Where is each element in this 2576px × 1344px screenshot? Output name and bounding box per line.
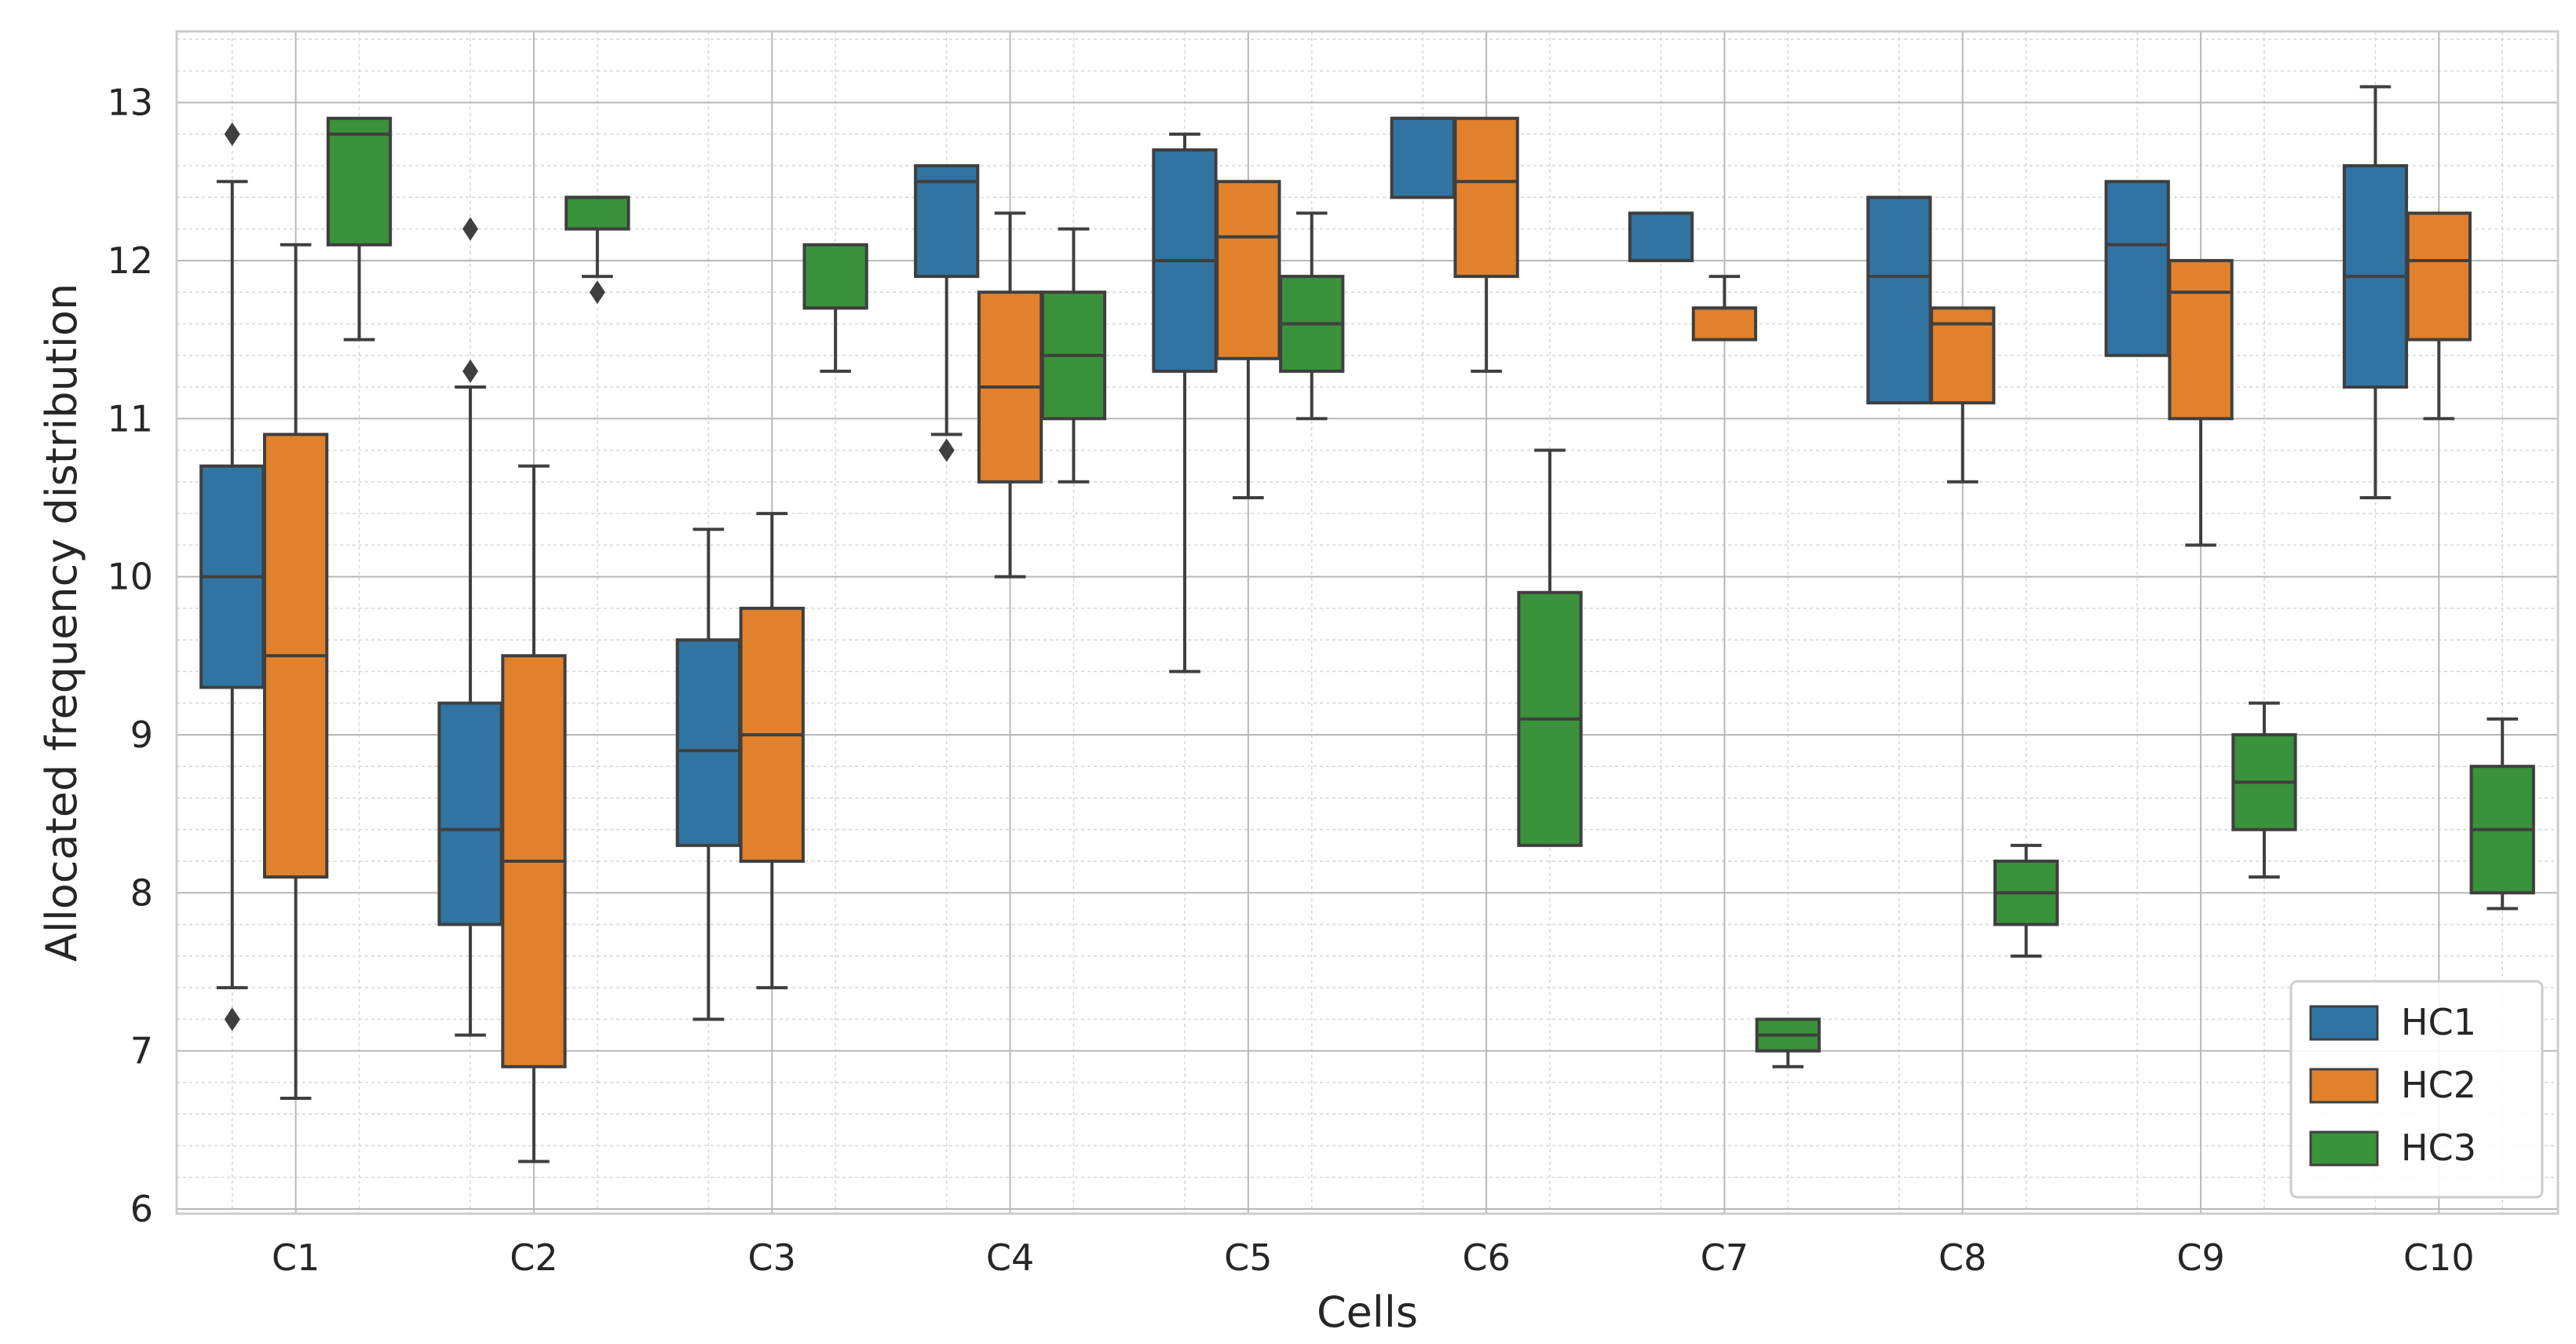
box-body <box>565 195 630 231</box>
box-body <box>437 701 503 926</box>
box-HC3-C6 <box>1517 448 1583 847</box>
legend-label-HC1: HC1 <box>2401 1001 2476 1043</box>
x-tick-label: C4 <box>986 1236 1034 1279</box>
box-body <box>1691 306 1758 341</box>
legend-label-HC3: HC3 <box>2401 1127 2476 1169</box>
box-HC3-C3 <box>802 243 868 373</box>
box-body <box>326 116 393 247</box>
x-tick-label: C5 <box>1224 1236 1272 1279</box>
box-HC1-C4 <box>914 164 980 462</box>
box-HC1-C10 <box>2342 85 2409 499</box>
outlier-point <box>224 122 240 146</box>
box-body <box>1866 195 1932 405</box>
box-HC3-C7 <box>1755 1017 1821 1068</box>
y-tick-label: 9 <box>130 714 153 756</box>
outlier-point <box>589 280 605 305</box>
box-HC1-C5 <box>1152 132 1218 674</box>
y-tick-label: 10 <box>107 556 153 598</box>
box-HC3-C2 <box>565 195 630 305</box>
box-HC2-C3 <box>739 512 805 990</box>
box-HC1-C1 <box>199 122 265 1032</box>
box-body <box>1453 116 1519 279</box>
x-tick-label: C10 <box>2403 1236 2475 1279</box>
box-HC2-C4 <box>977 211 1043 579</box>
box-HC2-C9 <box>2168 258 2234 547</box>
x-axis-label: Cells <box>1317 1287 1418 1337</box>
legend-swatch-HC2 <box>2309 1068 2379 1104</box>
box-body <box>802 243 868 310</box>
legend-swatch-HC1 <box>2309 1005 2379 1041</box>
y-tick-label: 11 <box>107 397 153 440</box>
box-HC2-C1 <box>263 243 329 1101</box>
box-body <box>675 638 742 847</box>
box-HC3-C10 <box>2469 717 2535 911</box>
tick-labels: 6 7 8 9 10 11 12 13 C1 C2 C3 C4 C5 C6 C7 C8 C9 C10 <box>107 82 2474 1279</box>
box-HC3-C1 <box>326 116 393 341</box>
box-HC3-C4 <box>1040 227 1107 484</box>
box-body <box>1628 211 1694 262</box>
y-tick-label: 6 <box>130 1188 153 1230</box>
box-body <box>1930 306 1996 405</box>
box-HC2-C2 <box>501 464 567 1163</box>
box-HC3-C9 <box>2231 701 2297 879</box>
box-HC1-C8 <box>1866 195 1932 405</box>
box-HC1-C9 <box>2104 180 2170 357</box>
y-tick-label: 12 <box>107 239 153 282</box>
box-HC2-C6 <box>1453 116 1519 373</box>
plot-frame <box>175 30 2560 1215</box>
box-series-layer <box>199 85 2535 1163</box>
box-body <box>2168 258 2234 421</box>
legend: HC1 HC2 HC3 <box>2289 980 2544 1199</box>
box-body <box>1215 180 1281 360</box>
box-HC2-C5 <box>1215 180 1281 499</box>
y-tick-label: 8 <box>130 871 153 914</box>
y-tick-label: 7 <box>130 1030 153 1072</box>
box-HC1-C7 <box>1628 211 1694 262</box>
x-tick-label: C9 <box>2176 1236 2224 1279</box>
outlier-point <box>224 1007 240 1032</box>
box-body <box>914 164 980 279</box>
box-body <box>1390 116 1456 199</box>
box-HC2-C7 <box>1691 275 1758 341</box>
box-body <box>2406 211 2472 341</box>
x-tick-label: C7 <box>1701 1236 1748 1279</box>
x-tick-label: C1 <box>272 1236 320 1279</box>
box-HC3-C5 <box>1279 211 1345 421</box>
box-HC2-C10 <box>2406 211 2472 421</box>
outlier-point <box>938 438 955 462</box>
box-HC2-C8 <box>1930 306 1996 484</box>
box-body <box>2104 180 2170 357</box>
y-tick-label: 13 <box>107 82 153 124</box>
outlier-point <box>462 359 479 383</box>
box-HC3-C8 <box>1993 843 2059 958</box>
legend-label-HC2: HC2 <box>2401 1064 2476 1106</box>
x-tick-label: C6 <box>1462 1236 1510 1279</box>
x-tick-label: C8 <box>1938 1236 1986 1279</box>
outlier-point <box>462 217 479 241</box>
legend-swatch-HC3 <box>2309 1130 2379 1167</box>
box-HC1-C3 <box>675 528 742 1021</box>
y-axis-label: Allocated frequency distribution <box>37 283 86 962</box>
x-tick-label: C3 <box>748 1236 796 1279</box>
box-HC1-C6 <box>1390 116 1456 199</box>
x-tick-label: C2 <box>510 1236 557 1279</box>
box-HC1-C2 <box>437 217 503 1037</box>
